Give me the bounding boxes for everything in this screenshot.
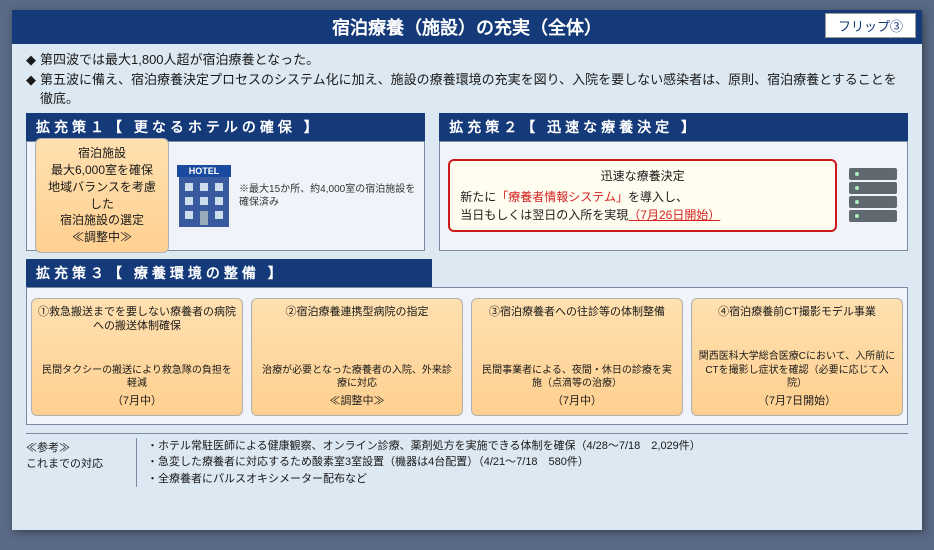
- section2-heading: 拡充策２【 迅速な療養決定 】: [439, 113, 908, 141]
- s1-l4: 宿泊施設の選定: [48, 212, 156, 229]
- card-1: ①救急搬送までを要しない療養者の病院への搬送体制確保 民間タクシーの搬送により救…: [31, 298, 243, 416]
- footer-row-1: ・ホテル常駐医師による健康観察、オンライン診療、薬剤処方を実施できる体制を確保（…: [147, 438, 908, 455]
- bullet-list: ◆第四波では最大1,800人超が宿泊療養となった。 ◆第五波に備え、宿泊療養決定…: [12, 44, 922, 113]
- section1-body: 宿泊施設 最大6,000室を確保 地域バランスを考慮した 宿泊施設の選定 ≪調整…: [26, 141, 425, 251]
- card-2: ②宿泊療養連携型病院の指定 治療が必要となった療養者の入院、外来診療に対応 ≪調…: [251, 298, 463, 416]
- s1-l3: 地域バランスを考慮した: [48, 179, 156, 213]
- s1-l2: 最大6,000室を確保: [48, 162, 156, 179]
- s1-l1: 宿泊施設: [48, 145, 156, 162]
- footer-ref-label2: これまでの対応: [26, 456, 130, 473]
- hotel-capacity-box: 宿泊施設 最大6,000室を確保 地域バランスを考慮した 宿泊施設の選定 ≪調整…: [35, 138, 169, 253]
- footer-ref-label: ≪参考≫: [26, 440, 130, 457]
- card-3: ③宿泊療養者への往診等の体制整備 民間事業者による、夜間・休日の診療を実施（点滴…: [471, 298, 683, 416]
- section2-body: 迅速な療養決定 新たに「療養者情報システム」を導入し、 当日もしくは翌日の入所を…: [439, 141, 908, 251]
- s2-title: 迅速な療養決定: [460, 167, 825, 185]
- server-icon: [847, 166, 899, 226]
- section3-heading: 拡充策３【 療養環境の整備 】: [26, 259, 432, 287]
- section3-body: ①救急搬送までを要しない療養者の病院への搬送体制確保 民間タクシーの搬送により救…: [26, 287, 908, 425]
- footer-row-3: ・全療養者にパルスオキシメーター配布など: [147, 471, 908, 488]
- section1-note: ※最大15か所、約4,000室の宿泊施設を確保済み: [239, 183, 416, 209]
- hotel-icon: HOTEL: [177, 165, 231, 227]
- bullet-2: 第五波に備え、宿泊療養決定プロセスのシステム化に加え、施設の療養環境の充実を図り…: [40, 70, 908, 109]
- footer: ≪参考≫ これまでの対応 ・ホテル常駐医師による健康観察、オンライン診療、薬剤処…: [26, 433, 908, 488]
- bullet-1: 第四波では最大1,800人超が宿泊療養となった。: [40, 50, 319, 70]
- footer-row-2: ・急変した療養者に対応するため酸素室3室設置（機器は4台配置）（4/21～7/1…: [147, 454, 908, 471]
- s1-l5: ≪調整中≫: [48, 229, 156, 246]
- page-title: 宿泊療養（施設）の充実（全体）: [332, 14, 602, 40]
- flip-label: フリップ③: [825, 13, 916, 38]
- section1-heading: 拡充策１【 更なるホテルの確保 】: [26, 113, 425, 141]
- decision-speed-box: 迅速な療養決定 新たに「療養者情報システム」を導入し、 当日もしくは翌日の入所を…: [448, 159, 837, 232]
- card-4: ④宿泊療養前CT撮影モデル事業 関西医科大学総合医療Cにおいて、入所前にCTを撮…: [691, 298, 903, 416]
- title-bar: 宿泊療養（施設）の充実（全体） フリップ③: [12, 10, 922, 44]
